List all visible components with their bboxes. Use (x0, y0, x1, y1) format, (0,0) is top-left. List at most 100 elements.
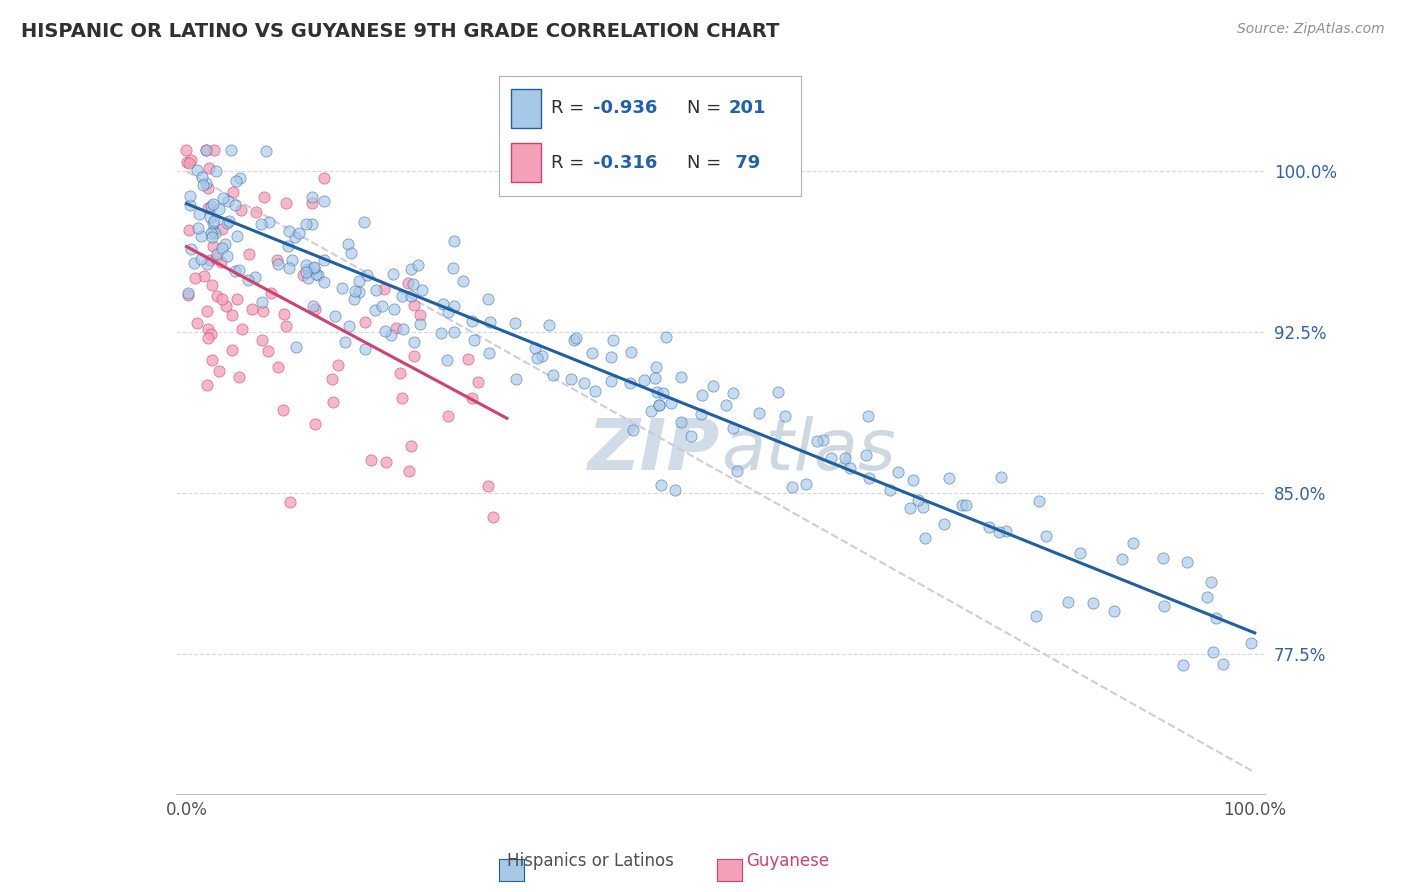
Point (179, 156, 201, 170)
Point (250, 217, 273, 231)
Point (202, 197, 225, 211)
Point (252, 303, 274, 318)
Point (347, 274, 370, 288)
Point (600, 351, 623, 365)
Point (437, 305, 460, 319)
Point (187, 207, 209, 221)
Point (274, 196, 297, 211)
Point (1025, 609, 1047, 624)
Point (477, 293, 499, 307)
Point (297, 262, 319, 277)
Point (229, 202, 252, 217)
Point (505, 372, 527, 386)
Point (360, 452, 382, 467)
Point (257, 214, 280, 228)
Point (337, 236, 360, 251)
Point (381, 268, 404, 282)
Point (224, 264, 246, 278)
Point (225, 292, 247, 306)
Point (356, 268, 378, 282)
Point (669, 370, 692, 384)
Point (813, 434, 835, 448)
Point (229, 171, 252, 186)
Point (581, 345, 603, 359)
Point (1122, 535, 1144, 549)
Point (353, 214, 375, 228)
Point (176, 154, 198, 169)
Point (301, 190, 323, 204)
Point (463, 333, 485, 347)
Point (1035, 529, 1057, 543)
Text: ZIP: ZIP (588, 416, 721, 485)
Point (179, 198, 201, 212)
Text: Source: ZipAtlas.com: Source: ZipAtlas.com (1237, 22, 1385, 37)
Text: atlas: atlas (721, 416, 896, 485)
Point (987, 524, 1010, 539)
Point (716, 398, 738, 412)
Point (194, 143, 217, 157)
Point (640, 404, 662, 418)
Point (307, 268, 329, 283)
Point (886, 465, 908, 479)
Point (702, 378, 724, 392)
Point (938, 471, 960, 485)
Point (218, 214, 240, 228)
Point (600, 374, 623, 388)
Point (240, 301, 263, 316)
Point (396, 276, 419, 290)
Text: R =: R = (551, 99, 589, 118)
Point (436, 352, 458, 367)
Point (204, 251, 226, 265)
Point (453, 274, 475, 288)
Point (281, 252, 304, 267)
Point (302, 261, 325, 276)
Point (477, 478, 499, 492)
Point (228, 370, 250, 384)
Point (205, 289, 228, 303)
Point (201, 278, 224, 293)
Point (271, 402, 294, 417)
Point (526, 351, 548, 365)
Point (773, 409, 796, 423)
Point (204, 227, 226, 241)
Point (200, 326, 222, 341)
Point (226, 229, 249, 244)
Point (409, 308, 432, 322)
Point (204, 143, 226, 157)
Point (197, 331, 219, 345)
Point (225, 174, 247, 188)
Point (443, 234, 465, 248)
Point (195, 176, 218, 190)
FancyBboxPatch shape (512, 144, 541, 182)
Point (207, 363, 229, 377)
Point (207, 202, 229, 216)
Point (398, 464, 420, 478)
Point (391, 322, 413, 336)
Point (1056, 595, 1078, 609)
Point (266, 256, 288, 270)
Point (364, 283, 387, 297)
Point (457, 352, 479, 367)
Point (391, 289, 413, 303)
Point (374, 455, 396, 469)
Point (197, 181, 219, 195)
Point (995, 524, 1018, 538)
Point (914, 531, 936, 545)
Point (461, 313, 484, 327)
Point (312, 194, 335, 209)
Point (295, 258, 318, 272)
Point (782, 480, 804, 494)
Point (1205, 610, 1227, 624)
Point (644, 359, 666, 374)
Point (215, 216, 238, 230)
Point (1152, 551, 1174, 566)
Text: 79: 79 (728, 153, 761, 171)
Point (932, 516, 955, 531)
Point (277, 239, 299, 253)
Point (201, 353, 224, 368)
Text: R =: R = (551, 153, 589, 171)
Point (197, 201, 219, 215)
Point (898, 500, 921, 515)
Point (204, 163, 226, 178)
Point (179, 242, 201, 256)
